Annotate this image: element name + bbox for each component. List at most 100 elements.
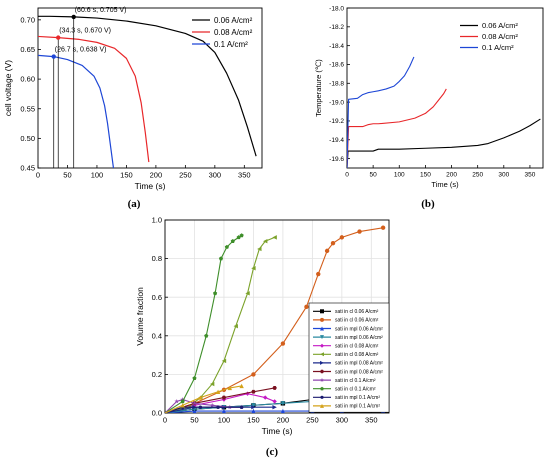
y-tick-label: -19.0 [329,99,344,106]
data-point [236,235,241,240]
data-point [280,401,286,406]
x-tick-label: 300 [336,416,349,425]
data-point [257,246,262,252]
data-point [209,381,215,387]
y-tick-label: 0.65 [20,45,35,54]
y-tick-label: -18.0 [329,5,344,12]
x-tick-label: 0 [345,172,349,179]
legend-marker [320,395,324,399]
y-tick-label: 0.4 [152,331,162,340]
legend-label: 0.06 A/cm² [214,16,253,25]
y-tick-label: 1.0 [152,216,162,225]
legend-marker [320,335,324,340]
caption-c: (c) [266,446,279,458]
data-point [251,408,256,413]
x-tick-label: 100 [91,171,104,180]
data-point [224,244,229,249]
y-tick-label: 0.6 [152,293,162,302]
data-point [221,395,227,400]
panel-b-temperature-chart: 0 50 100 150 200 250 300 350 -19.6 -19.4 -19.2 -19.… [314,5,544,189]
data-point [251,389,256,394]
legend-label: sati in mpl 0.08 A/cm² [335,361,383,367]
x-tick-label: 300 [498,172,509,179]
legend-label: sati in cl 0.08 A/cm² [335,343,379,349]
y-tick-label: 0.0 [152,409,162,418]
legend-marker [320,360,324,365]
x-tick-label: 0 [36,171,40,180]
series-line [347,88,447,168]
data-point [263,395,268,400]
data-point [324,248,330,254]
data-point [221,408,227,413]
y-tick-label: 0.55 [20,104,35,113]
caption-b: (b) [421,198,435,210]
series-line [38,54,115,168]
x-tick-label: 200 [446,172,457,179]
x-tick-label: 100 [218,416,231,425]
data-point [239,383,244,389]
data-point [218,256,224,261]
data-point [280,341,286,346]
data-point [239,233,244,238]
legend-label: sati in cl 0.06 A/cm² [335,309,379,315]
data-point [304,304,309,310]
data-point [272,386,277,390]
data-point [180,403,185,408]
x-tick-label: 200 [277,416,290,425]
y-tick-label: -18.4 [329,43,344,50]
data-point [339,235,345,240]
data-point [316,271,321,277]
y-tick-label: -18.6 [329,62,344,69]
x-tick-label: 300 [209,171,222,180]
annotation-point [51,54,56,59]
series-line [347,56,415,168]
y-tick-label: -19.6 [329,156,344,163]
data-point [215,389,221,394]
data-point [251,372,256,377]
data-point [174,399,180,404]
x-tick-label: 200 [150,171,163,180]
legend-marker [320,386,324,391]
y-tick-label: -18.2 [329,24,344,31]
caption-a: (a) [128,198,141,210]
x-tick-label: 0 [163,416,167,425]
data-point [239,405,244,409]
legend-marker [320,317,324,322]
data-point [251,403,256,408]
x-tick-label: 350 [365,416,378,425]
legend-label: sati in mpl 0.06 A/cm² [335,326,383,332]
data-point [198,405,203,409]
data-point [180,399,185,404]
x-tick-label: 250 [306,416,319,425]
x-tick-label: 150 [247,416,260,425]
x-tick-label: 150 [120,171,133,180]
data-point [209,402,215,408]
data-point [380,225,386,230]
x-tick-label: 50 [63,171,71,180]
data-point [213,291,218,296]
series-group [347,56,541,168]
y-tick-label: -19.2 [329,118,344,125]
legend-label: sati in mpl 0.08 A/cm² [335,369,383,375]
legend-label: sati in cl 0.1 A/cm² [335,378,376,384]
data-point [263,239,268,244]
y-tick-label: 0.2 [152,370,162,379]
data-point [198,395,203,400]
plot-frame [37,7,263,169]
data-point [204,333,209,338]
annotation-label: (60.6 s, 0.705 V) [75,7,127,14]
x-tick-label: 250 [179,171,192,180]
x-tick-label: 350 [238,171,251,180]
y-tick-label: -19.4 [329,137,344,144]
legend-marker [320,403,324,408]
data-point [233,323,238,329]
series-line [38,35,150,163]
x-axis-label: Time (s) [431,180,459,189]
y-tick-label: 0.60 [20,75,35,84]
legend-marker [320,369,324,374]
legend-label: 0.08 A/cm² [482,32,518,41]
x-tick-label: 50 [370,172,378,179]
data-point [192,376,197,381]
data-point [280,408,285,413]
panel-c-volume-fraction-chart: 0 50 100 150 200 250 300 350 0.0 0.2 0.4 0.6 0.8 1.0 T… [135,216,390,436]
